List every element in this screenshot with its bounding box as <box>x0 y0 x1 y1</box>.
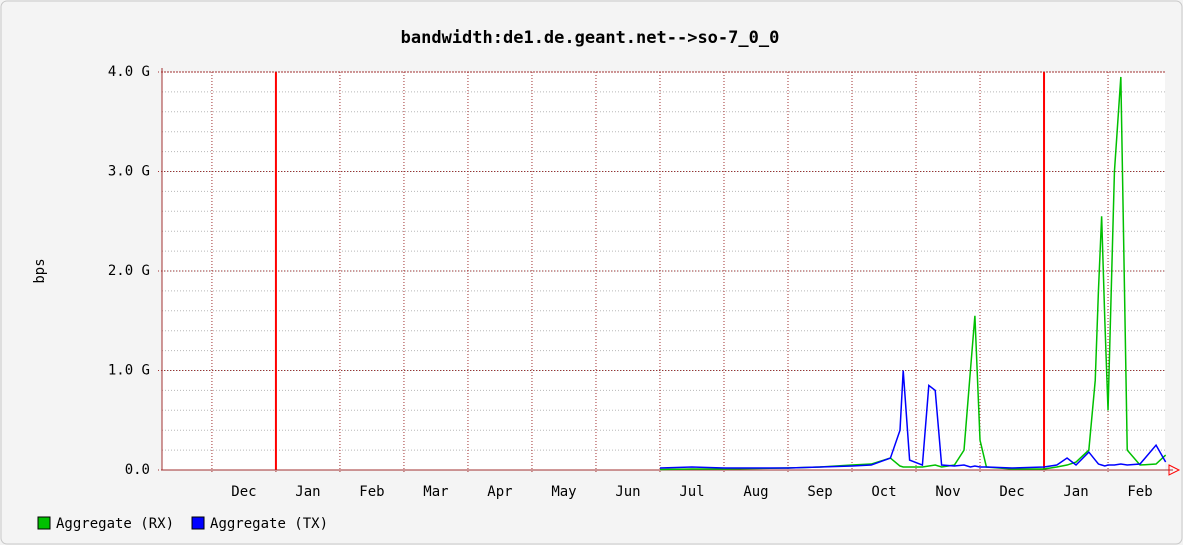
legend-label: Aggregate (RX) <box>56 516 174 532</box>
x-tick-label: Oct <box>871 484 896 500</box>
x-tick-label: May <box>551 484 576 500</box>
series-line <box>659 76 1167 471</box>
y-tick-label: 2.0 G <box>108 263 150 279</box>
x-tick-label: Jun <box>615 484 640 500</box>
x-tick-label: Feb <box>359 484 384 500</box>
y-axis-label: bps <box>32 258 48 283</box>
x-tick-label: Feb <box>1127 484 1152 500</box>
legend-swatch <box>37 516 51 530</box>
series-line <box>659 370 1167 469</box>
legend-label: Aggregate (TX) <box>210 516 328 532</box>
x-tick-label: Dec <box>999 484 1024 500</box>
y-tick-label: 4.0 G <box>108 64 150 80</box>
x-tick-label: Jul <box>679 484 704 500</box>
y-tick-label: 0.0 <box>125 462 150 478</box>
x-axis-arrow <box>1168 464 1181 476</box>
x-tick-label: Jan <box>1063 484 1088 500</box>
y-tick-label: 3.0 G <box>108 164 150 180</box>
x-tick-label: Mar <box>423 484 448 500</box>
x-tick-label: Dec <box>231 484 256 500</box>
y-tick-label: 1.0 G <box>108 363 150 379</box>
x-tick-label: Jan <box>295 484 320 500</box>
chart-title: bandwidth:de1.de.geant.net-->so-7_0_0 <box>401 28 780 48</box>
x-tick-label: Nov <box>935 484 960 500</box>
x-tick-label: Apr <box>487 484 512 500</box>
x-tick-label: Aug <box>743 484 768 500</box>
legend-swatch <box>191 516 205 530</box>
x-tick-label: Sep <box>807 484 832 500</box>
